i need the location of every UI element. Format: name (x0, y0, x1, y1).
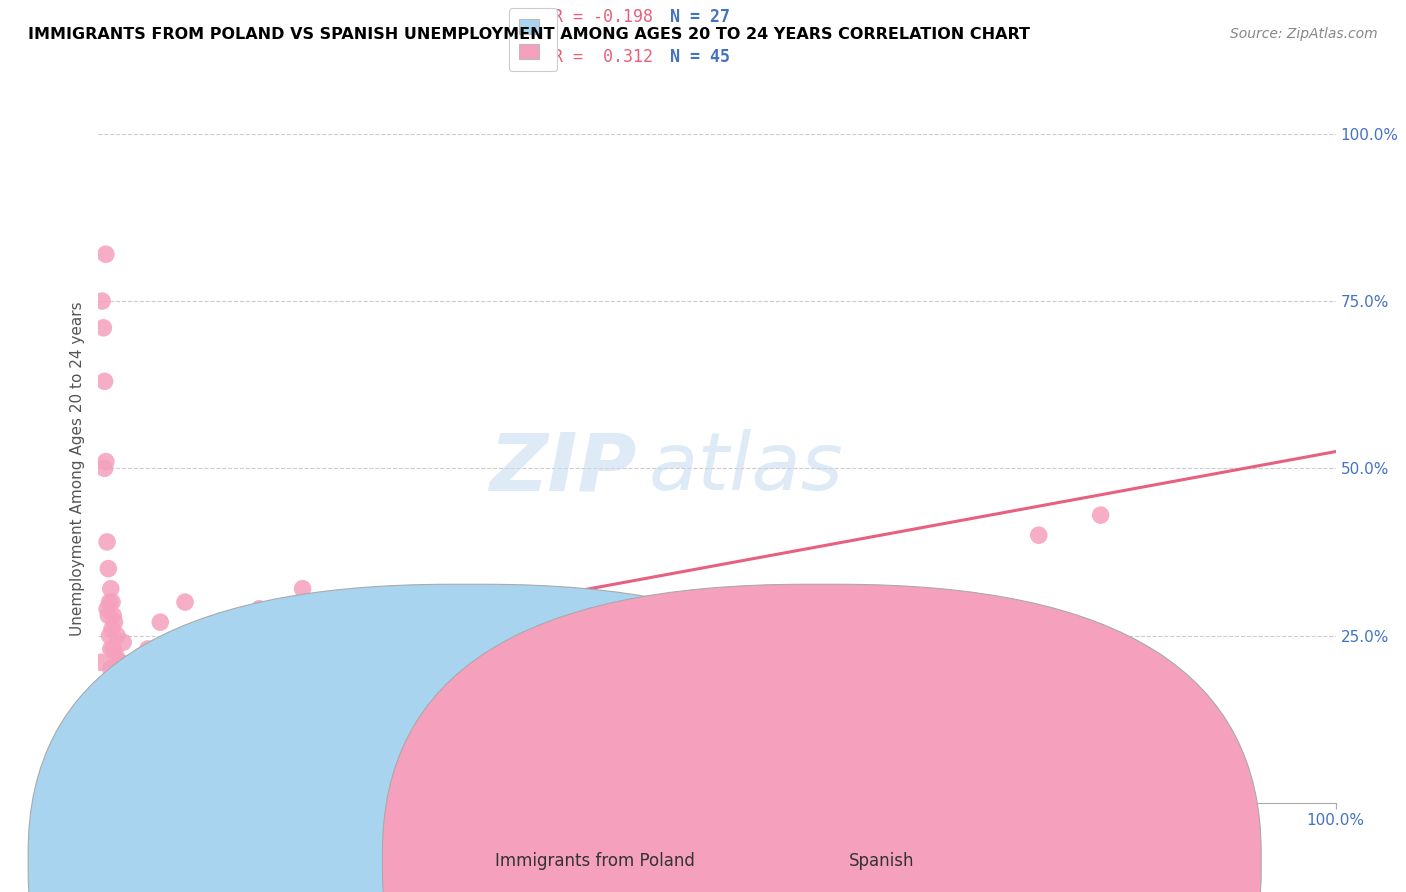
Point (100, 642, 122, 657)
Point (136, 642, 159, 657)
Legend: , : , (509, 8, 557, 71)
Point (114, 669, 136, 683)
Point (100, 715, 122, 730)
Point (773, 615, 796, 630)
Point (94, 247, 117, 261)
Point (89, 679, 111, 693)
Point (100, 582, 122, 596)
Point (98, 595, 121, 609)
Point (105, 662, 128, 676)
Point (273, 635, 295, 649)
Point (103, 642, 125, 657)
Point (247, 602, 270, 616)
Point (112, 635, 135, 649)
Point (520, 608, 543, 623)
Point (131, 648, 153, 663)
Text: N = 27: N = 27 (671, 8, 730, 26)
Point (98, 729, 121, 743)
Point (174, 595, 197, 609)
Point (1090, 508, 1112, 523)
Text: R =  0.312: R = 0.312 (553, 48, 652, 66)
Point (110, 708, 132, 723)
Point (97, 562, 120, 576)
Point (94, 455, 117, 469)
Point (186, 648, 208, 663)
Point (186, 702, 208, 716)
Point (108, 662, 131, 676)
Point (118, 702, 141, 716)
Point (118, 662, 141, 676)
Text: ZIP: ZIP (489, 429, 637, 508)
Point (110, 655, 132, 669)
Point (90, 692, 112, 706)
Point (124, 655, 146, 669)
Point (90, 655, 112, 669)
Point (100, 662, 122, 676)
Point (101, 732, 124, 747)
Point (557, 648, 579, 663)
Point (131, 692, 153, 706)
Point (149, 615, 172, 630)
Point (93, 702, 115, 716)
Point (93, 375, 115, 389)
Point (96, 708, 118, 723)
Point (291, 582, 314, 596)
Point (101, 595, 124, 609)
Text: N = 45: N = 45 (671, 48, 730, 66)
Point (96, 602, 118, 616)
Point (98, 628, 121, 642)
Point (97, 723, 120, 737)
Point (112, 685, 135, 699)
Point (93, 729, 115, 743)
Point (105, 628, 128, 642)
Text: atlas: atlas (650, 429, 844, 508)
Point (103, 729, 125, 743)
Point (1028, 528, 1050, 542)
Text: Source: ZipAtlas.com: Source: ZipAtlas.com (1230, 27, 1378, 41)
Point (96, 752, 118, 766)
Point (93, 715, 115, 730)
Text: R = -0.198: R = -0.198 (553, 8, 652, 26)
Point (93, 321, 115, 335)
Text: Spanish: Spanish (849, 852, 915, 870)
Point (94, 735, 117, 749)
Point (93, 749, 115, 764)
Point (107, 655, 129, 669)
Point (98, 762, 121, 776)
Point (104, 648, 127, 663)
Point (103, 608, 125, 623)
Text: Immigrants from Poland: Immigrants from Poland (495, 852, 695, 870)
Point (97, 742, 120, 756)
Point (103, 615, 125, 630)
Point (91, 294, 114, 309)
Point (105, 692, 128, 706)
Point (101, 622, 124, 636)
Point (97, 608, 120, 623)
Point (96, 535, 118, 549)
Text: IMMIGRANTS FROM POLAND VS SPANISH UNEMPLOYMENT AMONG AGES 20 TO 24 YEARS CORRELA: IMMIGRANTS FROM POLAND VS SPANISH UNEMPL… (28, 27, 1031, 42)
Point (94, 692, 117, 706)
Point (149, 756, 172, 770)
Y-axis label: Unemployment Among Ages 20 to 24 years: Unemployment Among Ages 20 to 24 years (69, 301, 84, 636)
Point (103, 702, 125, 716)
Point (91, 742, 114, 756)
Point (91, 708, 114, 723)
Point (143, 681, 166, 696)
Point (93, 461, 115, 475)
